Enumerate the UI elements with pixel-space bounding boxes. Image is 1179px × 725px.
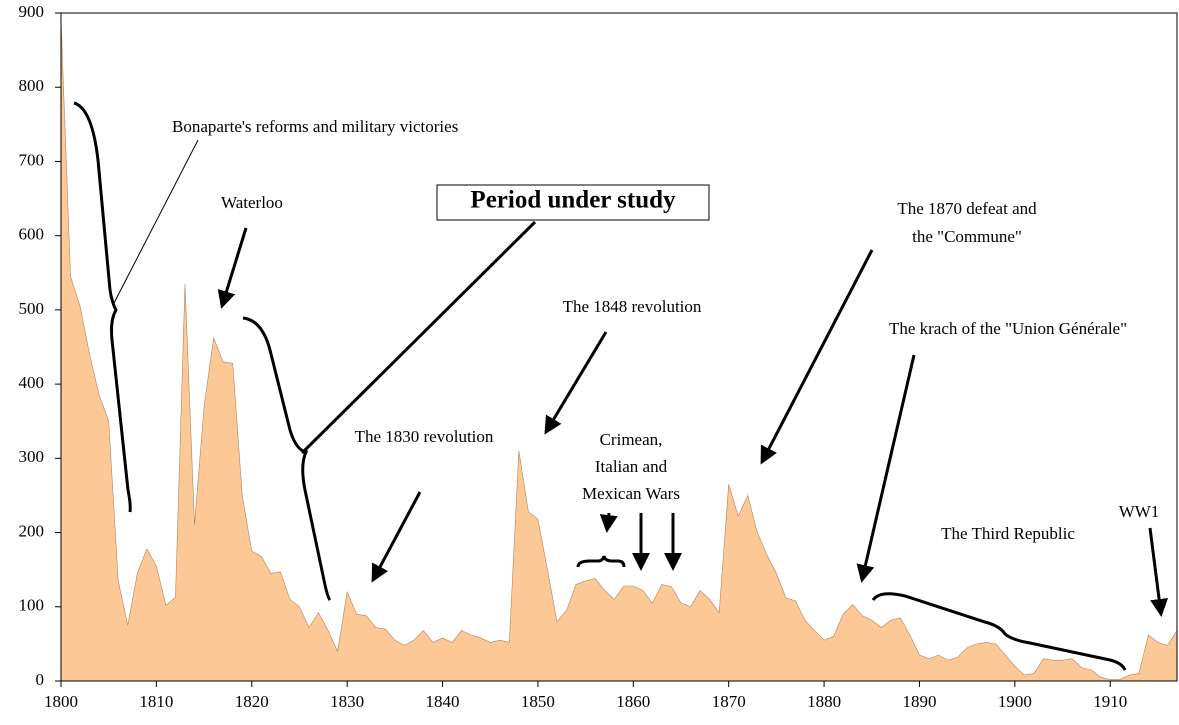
x-tick-label: 1810: [139, 692, 173, 711]
annotation: Italian and: [595, 457, 668, 476]
y-tick-label: 100: [19, 596, 45, 615]
y-tick-label: 800: [19, 76, 45, 95]
annotation: WW1: [1119, 502, 1160, 521]
annotation: Crimean,: [600, 430, 663, 449]
arrow: [217, 227, 248, 309]
x-tick-label: 1870: [712, 692, 746, 711]
annotation: Waterloo: [221, 193, 283, 212]
x-tick-label: 1830: [330, 692, 364, 711]
y-tick-label: 400: [19, 373, 45, 392]
annotation: The krach of the "Union Générale": [889, 319, 1127, 338]
y-tick-label: 200: [19, 521, 45, 540]
y-tick-label: 600: [19, 225, 45, 244]
annotation-shapes: [73, 101, 1169, 671]
annotation: The Third Republic: [941, 524, 1075, 543]
leader-line: [300, 220, 537, 455]
label-box: [436, 184, 710, 221]
plot-frame: [60, 12, 1178, 682]
area-fill: [61, 20, 1177, 681]
brace: [576, 555, 626, 568]
x-tick-label: 1860: [616, 692, 650, 711]
annotation: The 1870 defeat and: [897, 199, 1037, 218]
area-line: [60, 20, 1178, 680]
x-tick-label: 1900: [998, 692, 1032, 711]
y-tick-label: 300: [19, 447, 45, 466]
annotation: Bonaparte's reforms and military victori…: [172, 117, 458, 136]
annotation: the "Commune": [912, 227, 1022, 246]
brace: [242, 316, 332, 602]
brace: [73, 101, 132, 513]
annotation: Period under study: [470, 187, 676, 214]
x-tick-label: 1910: [1093, 692, 1127, 711]
y-tick-label: 500: [19, 299, 45, 318]
y-tick-label: 0: [36, 670, 45, 689]
leader-line: [112, 139, 199, 306]
x-tick-label: 1880: [807, 692, 841, 711]
x-tick-label: 1820: [235, 692, 269, 711]
arrow: [760, 249, 874, 465]
y-tick-label: 700: [19, 150, 45, 169]
annotation: Mexican Wars: [582, 484, 680, 503]
brace: [871, 592, 1127, 671]
arrow: [856, 354, 916, 583]
plot-area: [60, 20, 1178, 681]
x-tick-label: 1890: [902, 692, 936, 711]
y-tick-label: 900: [19, 2, 45, 21]
annotation: The 1830 revolution: [355, 427, 494, 446]
arrow: [1148, 527, 1169, 617]
x-tick-label: 1850: [521, 692, 555, 711]
arrow: [544, 331, 608, 435]
arrow: [371, 491, 422, 583]
x-tick-label: 1840: [426, 692, 460, 711]
arrow: [599, 512, 618, 533]
x-tick-label: 1800: [44, 692, 78, 711]
annotation: The 1848 revolution: [563, 297, 702, 316]
